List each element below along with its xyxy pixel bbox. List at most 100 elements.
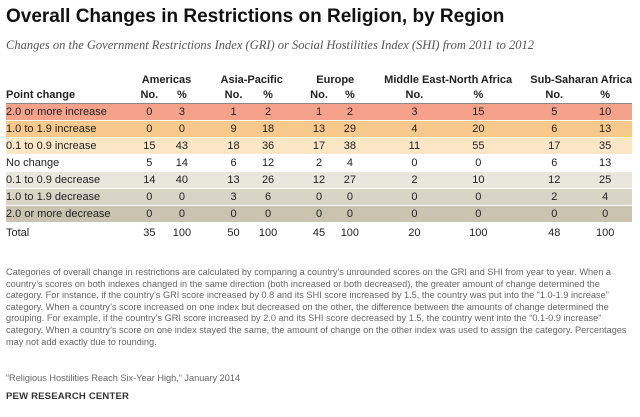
table-row: 2.0 or more decrease 0 0 0 0 0 0 0 0 0 0 <box>6 205 632 223</box>
subcolumn-header-no: No. <box>217 88 250 104</box>
cell-count: 11 <box>384 137 445 155</box>
cell-percent: 100 <box>333 222 367 243</box>
cell-count: 6 <box>530 120 579 138</box>
cell-count: 0 <box>133 120 165 138</box>
column-gap <box>286 188 305 206</box>
column-gap <box>366 103 385 121</box>
column-gap <box>512 137 531 155</box>
subcolumn-header-no: No. <box>530 88 579 104</box>
cell-count: 18 <box>217 137 250 155</box>
column-gap <box>199 120 218 138</box>
row-label: 1.0 to 1.9 increase <box>6 120 134 138</box>
cell-count: 3 <box>217 188 250 206</box>
column-gap <box>366 62 384 88</box>
table-row: No change 5 14 6 12 2 4 0 0 6 13 <box>6 154 632 172</box>
column-gap <box>286 222 305 243</box>
table-row: 2.0 or more increase 0 3 1 2 1 2 3 15 5 10 <box>6 103 632 121</box>
column-gap <box>199 103 218 121</box>
cell-percent: 0 <box>164 205 200 223</box>
cell-percent: 40 <box>164 171 200 189</box>
cell-percent: 6 <box>249 188 287 206</box>
region-header-row: Americas Asia-Pacific Europe Middle East… <box>6 62 632 88</box>
cell-percent: 20 <box>444 120 513 138</box>
cell-count: 6 <box>530 154 579 172</box>
column-gap <box>286 88 305 104</box>
cell-count: 15 <box>133 137 165 155</box>
cell-percent: 4 <box>578 188 632 206</box>
subcolumn-header-no: No. <box>384 88 445 104</box>
source-citation: “Religious Hostilities Reach Six-Year Hi… <box>6 373 241 383</box>
column-gap <box>199 205 218 223</box>
column-gap <box>286 103 305 121</box>
column-gap <box>286 154 305 172</box>
cell-percent: 55 <box>444 137 513 155</box>
header-spacer <box>6 62 134 88</box>
row-label: 0.1 to 0.9 increase <box>6 137 134 155</box>
cell-count: 20 <box>384 222 445 243</box>
cell-count: 0 <box>133 205 165 223</box>
cell-count: 9 <box>217 120 250 138</box>
column-gap <box>366 205 385 223</box>
cell-percent: 25 <box>578 171 632 189</box>
column-gap <box>199 62 217 88</box>
row-label: No change <box>6 154 134 172</box>
cell-count: 0 <box>304 188 334 206</box>
cell-percent: 0 <box>333 205 367 223</box>
row-label: Total <box>6 222 134 243</box>
cell-count: 5 <box>133 154 165 172</box>
column-gap <box>366 88 385 104</box>
cell-percent: 43 <box>164 137 200 155</box>
cell-percent: 3 <box>164 103 200 121</box>
column-gap <box>512 103 531 121</box>
column-gap <box>512 188 531 206</box>
cell-count: 12 <box>304 171 334 189</box>
subcolumn-header-pct: % <box>578 88 632 104</box>
cell-percent: 0 <box>444 188 513 206</box>
cell-percent: 0 <box>164 188 200 206</box>
cell-count: 35 <box>133 222 165 243</box>
column-gap <box>199 171 218 189</box>
cell-percent: 10 <box>444 171 513 189</box>
row-label: 2.0 or more increase <box>6 103 134 121</box>
cell-percent: 2 <box>249 103 287 121</box>
cell-percent: 29 <box>333 120 367 138</box>
column-gap <box>199 188 218 206</box>
cell-percent: 14 <box>164 154 200 172</box>
cell-count: 1 <box>304 103 334 121</box>
cell-percent: 18 <box>249 120 287 138</box>
total-row: Total 35 100 50 100 45 100 20 100 48 100 <box>6 222 632 243</box>
column-gap <box>366 154 385 172</box>
cell-percent: 12 <box>249 154 287 172</box>
chart-subtitle: Changes on the Government Restrictions I… <box>6 38 535 52</box>
cell-percent: 100 <box>249 222 287 243</box>
cell-percent: 2 <box>333 103 367 121</box>
cell-count: 14 <box>133 171 165 189</box>
row-header-label: Point change <box>6 88 134 104</box>
data-table: Americas Asia-Pacific Europe Middle East… <box>6 62 632 243</box>
column-gap <box>286 137 305 155</box>
subcolumn-header-pct: % <box>164 88 200 104</box>
cell-percent: 0 <box>249 205 287 223</box>
cell-count: 45 <box>304 222 334 243</box>
subcolumn-header-no: No. <box>133 88 165 104</box>
cell-percent: 10 <box>578 103 632 121</box>
cell-count: 17 <box>530 137 579 155</box>
cell-percent: 100 <box>444 222 513 243</box>
cell-count: 2 <box>530 188 579 206</box>
subcolumn-header-row: Point change No.% No.% No.% No.% No.% <box>6 88 632 104</box>
cell-count: 0 <box>384 205 445 223</box>
cell-count: 0 <box>384 188 445 206</box>
cell-count: 3 <box>384 103 445 121</box>
column-gap <box>512 154 531 172</box>
column-gap <box>286 205 305 223</box>
cell-percent: 0 <box>578 205 632 223</box>
cell-count: 50 <box>217 222 250 243</box>
region-header: Europe <box>316 74 355 86</box>
cell-percent: 36 <box>249 137 287 155</box>
cell-count: 4 <box>384 120 445 138</box>
cell-count: 48 <box>530 222 579 243</box>
cell-count: 6 <box>217 154 250 172</box>
region-header: Asia-Pacific <box>220 74 283 86</box>
cell-percent: 26 <box>249 171 287 189</box>
cell-count: 0 <box>384 154 445 172</box>
